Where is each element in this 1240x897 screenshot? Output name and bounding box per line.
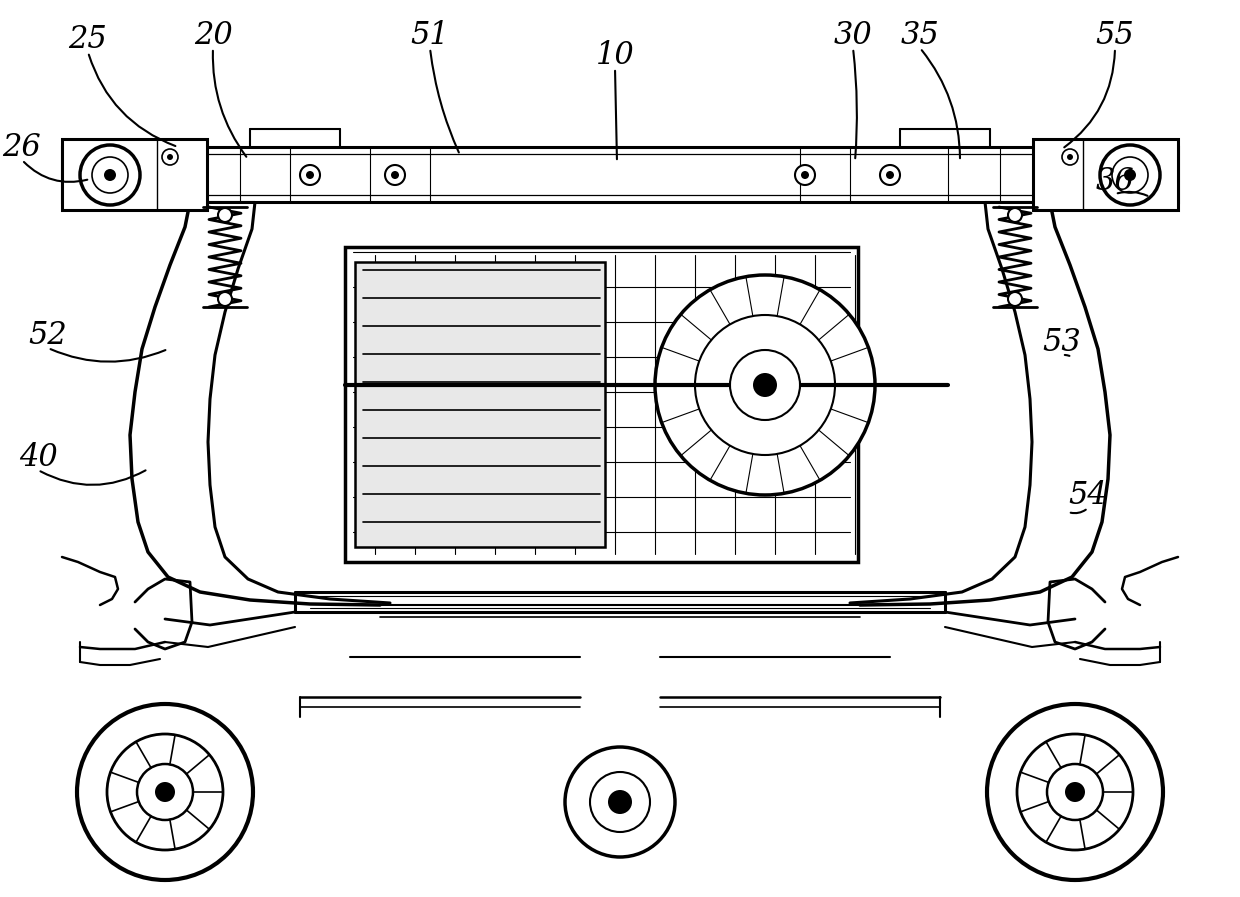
Circle shape — [107, 734, 223, 850]
Circle shape — [92, 157, 128, 193]
Circle shape — [655, 275, 875, 495]
Circle shape — [1017, 734, 1133, 850]
Circle shape — [753, 373, 777, 397]
Circle shape — [300, 165, 320, 185]
Bar — [62, 139, 207, 210]
Circle shape — [1066, 154, 1073, 160]
Text: 55: 55 — [1096, 20, 1135, 50]
Circle shape — [801, 171, 808, 179]
Circle shape — [1061, 149, 1078, 165]
Text: 20: 20 — [193, 20, 232, 50]
Text: 52: 52 — [29, 319, 67, 351]
Circle shape — [218, 292, 232, 306]
Circle shape — [81, 145, 140, 205]
Circle shape — [887, 171, 894, 179]
Circle shape — [167, 154, 174, 160]
Bar — [355, 262, 605, 547]
Circle shape — [1100, 145, 1159, 205]
Circle shape — [1123, 169, 1136, 181]
Circle shape — [1047, 764, 1104, 820]
Circle shape — [987, 704, 1163, 880]
Bar — [345, 247, 858, 562]
Circle shape — [306, 171, 314, 179]
Circle shape — [730, 350, 800, 420]
Text: 30: 30 — [833, 20, 873, 50]
Circle shape — [77, 704, 253, 880]
Text: 54: 54 — [1069, 480, 1107, 510]
Text: 53: 53 — [1043, 327, 1081, 358]
Circle shape — [104, 169, 117, 181]
Text: 36: 36 — [1096, 166, 1135, 196]
Text: 25: 25 — [68, 23, 108, 55]
Circle shape — [136, 764, 193, 820]
Circle shape — [694, 315, 835, 455]
Bar — [62, 147, 1178, 202]
Circle shape — [1112, 157, 1148, 193]
Text: 10: 10 — [595, 39, 635, 71]
Circle shape — [391, 171, 399, 179]
Text: 51: 51 — [410, 20, 449, 50]
Circle shape — [218, 208, 232, 222]
Bar — [1033, 139, 1178, 210]
Circle shape — [155, 782, 175, 802]
Circle shape — [608, 790, 632, 814]
Text: 35: 35 — [900, 20, 940, 50]
Text: 26: 26 — [2, 132, 41, 162]
Circle shape — [880, 165, 900, 185]
Circle shape — [1008, 292, 1022, 306]
Circle shape — [795, 165, 815, 185]
Circle shape — [1065, 782, 1085, 802]
Text: 40: 40 — [19, 441, 57, 473]
Circle shape — [590, 772, 650, 832]
Circle shape — [565, 747, 675, 857]
Circle shape — [384, 165, 405, 185]
Circle shape — [162, 149, 179, 165]
Circle shape — [1008, 208, 1022, 222]
